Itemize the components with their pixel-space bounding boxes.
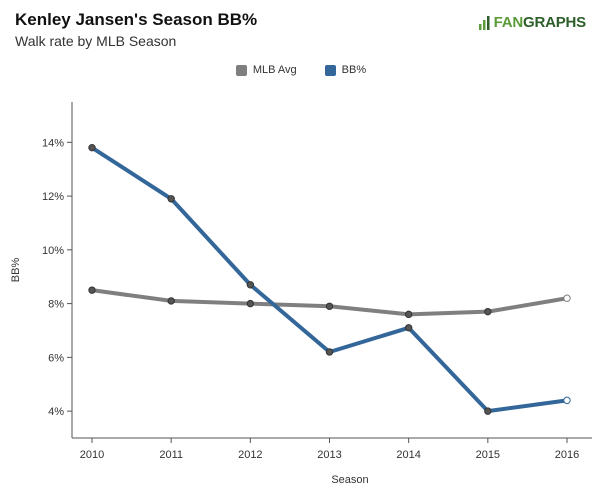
x-tick-label: 2010 [80, 449, 104, 461]
data-point-mlb-avg [484, 307, 492, 316]
y-tick-label: 8% [48, 299, 64, 311]
chart-legend: MLB Avg BB% [0, 64, 602, 76]
x-axis-title: Season [331, 474, 368, 486]
data-point-mlb-avg [563, 294, 571, 302]
y-tick-label: 10% [42, 245, 64, 257]
legend-swatch-bb-pct [324, 64, 336, 76]
x-tick-label: 2011 [159, 449, 183, 461]
legend-label-bb-pct: BB% [341, 64, 367, 76]
legend-item-bb-pct[interactable]: BB% [324, 64, 367, 76]
chart-axes: 4% 6% 8% 10% 12% 14% 2010 2011 2012 2013 2014 2015 2… [42, 102, 592, 461]
legend-swatch-mlb-avg [235, 64, 247, 76]
data-point-bb [325, 348, 334, 356]
chart-series-lines [90, 145, 569, 414]
legend-label-mlb-avg: MLB Avg [252, 64, 297, 76]
chart-series-points [88, 143, 571, 415]
data-point-mlb-avg [167, 297, 175, 305]
data-point-bb [563, 396, 571, 405]
data-point-bb [404, 324, 413, 332]
y-tick-label: 6% [48, 352, 64, 364]
series-line-bb [90, 145, 569, 414]
y-tick-label: 14% [42, 137, 64, 149]
data-point-bb [167, 195, 175, 203]
chart-title: Kenley Jansen's Season BB% [15, 10, 258, 29]
x-tick-label: 2015 [476, 449, 500, 461]
x-tick-label: 2014 [396, 449, 420, 461]
fangraphs-logo[interactable]: FAN GRAPHS [478, 14, 586, 31]
x-tick-label: 2013 [317, 449, 341, 461]
data-point-mlb-avg [404, 310, 413, 319]
x-tick-label: 2012 [238, 449, 262, 461]
data-point-mlb-avg [246, 299, 255, 308]
chart-subtitle: Walk rate by MLB Season [15, 33, 177, 49]
y-axis-title: BB% [10, 258, 22, 283]
y-tick-label: 4% [48, 406, 64, 418]
y-tick-label: 12% [42, 191, 64, 203]
fangraphs-logo-icon [478, 15, 490, 30]
brand-graphs-text: GRAPHS [523, 14, 586, 31]
legend-item-mlb-avg[interactable]: MLB Avg [235, 64, 297, 76]
data-point-bb [88, 143, 96, 152]
series-line-mlb-avg [90, 288, 569, 317]
brand-fan-text: FAN [493, 14, 524, 31]
x-tick-label: 2016 [555, 449, 579, 461]
data-point-bb [246, 281, 255, 289]
data-point-mlb-avg [88, 286, 96, 294]
data-point-bb [484, 407, 492, 415]
data-point-mlb-avg [325, 302, 334, 310]
